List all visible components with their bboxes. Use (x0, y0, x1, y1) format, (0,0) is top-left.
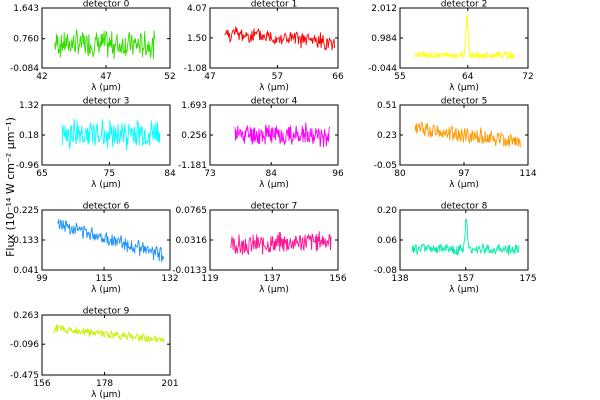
y-tick-label-3-2: 1.32 (19, 101, 39, 111)
plot-title-7: detector 7 (251, 202, 298, 212)
y-tick-label-5-0: -0.05 (374, 161, 397, 171)
spectrum-line-9 (53, 324, 165, 344)
plot-title-3: detector 3 (83, 97, 130, 107)
plot-frame-6 (41, 209, 171, 271)
plot-title-9: detector 9 (83, 307, 130, 317)
y-tick-label-4-2: 1.693 (181, 101, 207, 111)
x-tick-label-6-1: 115 (95, 274, 112, 284)
y-tick-label-8-1: 0.06 (377, 236, 397, 246)
x-tick-label-7-2: 156 (329, 274, 346, 284)
x-axis-label-9: λ (μm) (91, 390, 121, 400)
x-axis-label-6: λ (μm) (91, 285, 121, 295)
x-axis-label-1: λ (μm) (259, 83, 289, 93)
y-tick-label-1-1: 1.50 (187, 34, 207, 44)
y-tick-label-7-0: -0.0133 (172, 266, 207, 276)
y-tick-label-0-2: 1.643 (13, 4, 39, 14)
x-tick-label-7-1: 137 (264, 274, 281, 284)
x-tick-label-2-1: 64 (462, 72, 474, 82)
y-tick-label-3-1: 0.18 (19, 131, 39, 141)
x-axis-label-7: λ (μm) (259, 285, 289, 295)
x-tick-label-2-0: 55 (394, 72, 405, 82)
spectrum-line-1 (224, 26, 336, 51)
y-tick-label-2-2: 2.012 (371, 4, 397, 14)
spectrum-line-6 (57, 219, 165, 262)
y-tick-label-6-1: 0.133 (13, 236, 39, 246)
x-tick-label-1-2: 66 (332, 72, 344, 82)
x-tick-label-3-0: 65 (36, 169, 47, 179)
x-tick-label-1-0: 47 (204, 72, 215, 82)
x-tick-label-9-2: 201 (161, 379, 178, 389)
x-axis-label-4: λ (μm) (259, 180, 289, 190)
y-tick-label-7-2: 0.0765 (176, 206, 208, 216)
y-tick-label-1-0: -1.08 (184, 64, 208, 74)
plot-title-6: detector 6 (83, 202, 130, 212)
spectrum-line-2 (414, 13, 515, 60)
x-axis-label-2: λ (μm) (449, 83, 479, 93)
x-tick-label-3-1: 75 (104, 169, 115, 179)
x-tick-label-6-2: 132 (161, 274, 178, 284)
y-tick-label-9-1: -0.096 (10, 340, 39, 350)
plot-title-0: detector 0 (83, 0, 130, 10)
plot-title-8: detector 8 (441, 202, 488, 212)
spectrum-line-3 (61, 118, 161, 151)
y-tick-label-4-0: -1.181 (178, 161, 207, 171)
y-tick-label-8-0: -0.08 (374, 266, 398, 276)
y-tick-label-7-1: 0.0316 (176, 236, 208, 246)
spectrum-line-7 (230, 231, 332, 255)
y-tick-label-5-1: 0.23 (377, 131, 397, 141)
plot-title-1: detector 1 (251, 0, 298, 10)
plot-title-2: detector 2 (441, 0, 488, 10)
x-axis-label-8: λ (μm) (449, 285, 479, 295)
x-tick-label-8-1: 157 (457, 274, 474, 284)
plot-title-5: detector 5 (441, 97, 488, 107)
x-tick-label-1-1: 57 (272, 72, 283, 82)
x-tick-label-0-0: 42 (36, 72, 47, 82)
plot-frame-8 (399, 209, 529, 271)
x-axis-label-3: λ (μm) (91, 180, 121, 190)
x-tick-label-5-2: 114 (519, 169, 536, 179)
x-tick-label-6-0: 99 (36, 274, 48, 284)
x-tick-label-9-1: 178 (96, 379, 113, 389)
x-tick-label-8-2: 175 (519, 274, 536, 284)
x-tick-label-0-1: 47 (100, 72, 111, 82)
plot-title-4: detector 4 (251, 97, 298, 107)
x-tick-label-4-2: 96 (332, 169, 344, 179)
plot-frame-2 (399, 7, 529, 69)
y-tick-label-9-0: -0.475 (10, 371, 39, 381)
x-tick-label-4-1: 84 (265, 169, 277, 179)
x-tick-label-0-2: 52 (164, 72, 175, 82)
y-tick-label-2-0: -0.044 (368, 64, 397, 74)
y-tick-label-6-2: 0.225 (13, 206, 39, 216)
y-tick-label-5-2: 0.51 (377, 101, 397, 111)
y-tick-label-2-1: 0.984 (371, 34, 397, 44)
spectrum-line-0 (54, 29, 156, 60)
plot-frame-4 (209, 104, 339, 166)
x-tick-label-8-0: 138 (391, 274, 408, 284)
spectrum-line-8 (411, 218, 520, 256)
x-axis-label-5: λ (μm) (449, 180, 479, 190)
x-tick-label-9-0: 156 (33, 379, 50, 389)
y-tick-label-9-2: 0.263 (13, 311, 39, 321)
y-tick-label-8-2: 0.20 (377, 206, 397, 216)
x-axis-label-0: λ (μm) (91, 83, 121, 93)
y-tick-label-3-0: -0.96 (16, 161, 40, 171)
y-tick-label-0-1: 0.760 (13, 35, 39, 45)
plot-frame-9 (41, 314, 171, 376)
x-tick-label-5-0: 80 (394, 169, 406, 179)
x-tick-label-5-1: 97 (458, 169, 469, 179)
y-tick-label-0-0: -0.084 (10, 64, 39, 74)
y-tick-label-1-2: 4.07 (187, 4, 207, 14)
y-tick-label-6-0: 0.041 (13, 266, 39, 276)
x-tick-label-4-0: 73 (204, 169, 215, 179)
x-tick-label-3-2: 84 (164, 169, 176, 179)
x-tick-label-2-2: 72 (522, 72, 533, 82)
x-tick-label-7-0: 119 (201, 274, 218, 284)
y-tick-label-4-1: 0.256 (181, 131, 207, 141)
spectrum-line-5 (414, 121, 521, 148)
spectrum-line-4 (234, 122, 331, 148)
